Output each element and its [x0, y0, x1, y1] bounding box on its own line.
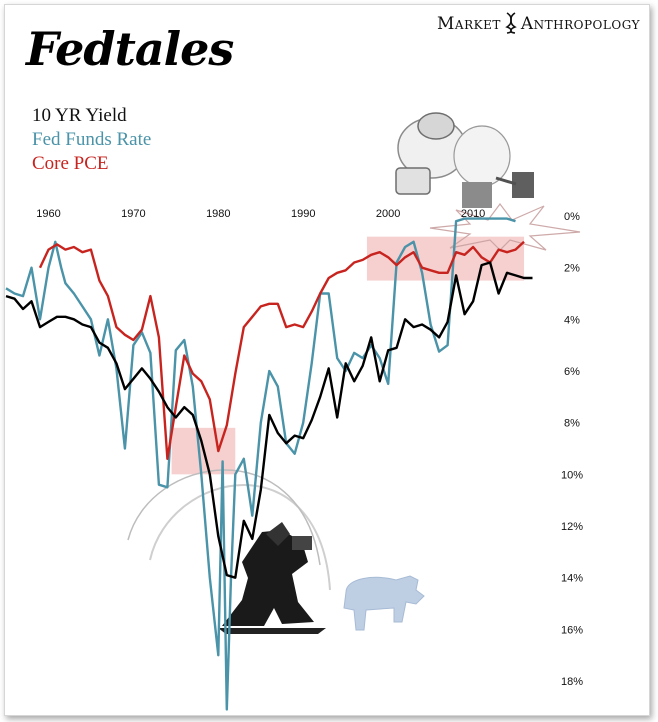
x-tick-label-3: 1990 [291, 208, 315, 220]
y-tick-label-0: 0% [564, 211, 580, 223]
brand-left: Market [437, 14, 501, 34]
x-tick-label-2: 1980 [206, 208, 230, 220]
figure-frame [4, 4, 650, 716]
legend-10yr: 10 YR Yield [32, 105, 127, 126]
y-tick-label-4: 8% [564, 418, 580, 430]
legend: 10 YR Yield Fed Funds Rate Core PCE [32, 104, 151, 176]
fighters-illustration [395, 112, 534, 208]
arc-inner [127, 469, 321, 566]
series-line-0 [5, 261, 533, 579]
y-tick-label-5: 10% [561, 469, 583, 481]
shaded-regions [171, 236, 525, 475]
y-tick-label-2: 4% [564, 314, 580, 326]
legend-corepce: Core PCE [32, 153, 109, 174]
x-tick-label-1: 1970 [121, 208, 145, 220]
arc-outer [149, 484, 331, 591]
brand-logo: Market Anthropology [437, 12, 640, 34]
y-tick-label-7: 14% [561, 573, 583, 585]
decorations [127, 112, 581, 634]
brand-right: Anthropology [520, 14, 640, 34]
y-tick-label-6: 12% [561, 521, 583, 533]
bull-illustration [343, 575, 425, 631]
legend-fedfunds: Fed Funds Rate [32, 129, 152, 150]
y-tick-label-9: 18% [561, 676, 583, 688]
warrior-illustration [218, 522, 326, 634]
series-line-2 [38, 240, 525, 460]
x-axis-ticks: 1960 1970 1980 1990 2000 2010 [36, 208, 485, 220]
burst-decoration [429, 203, 581, 251]
chart-title: Fedtales [26, 22, 234, 76]
series-lines [5, 217, 533, 711]
y-tick-label-3: 6% [564, 366, 580, 378]
x-tick-label-0: 1960 [36, 208, 60, 220]
x-tick-label-4: 2000 [376, 208, 400, 220]
helix-icon [505, 12, 517, 34]
y-axis-ticks: 0% 2% 4% 6% 8% 10% 12% 14% 16% 18% [561, 211, 583, 688]
x-tick-label-5: 2010 [461, 208, 485, 220]
series-line-1 [5, 217, 516, 711]
y-tick-label-1: 2% [564, 263, 580, 275]
y-tick-label-8: 16% [561, 624, 583, 636]
